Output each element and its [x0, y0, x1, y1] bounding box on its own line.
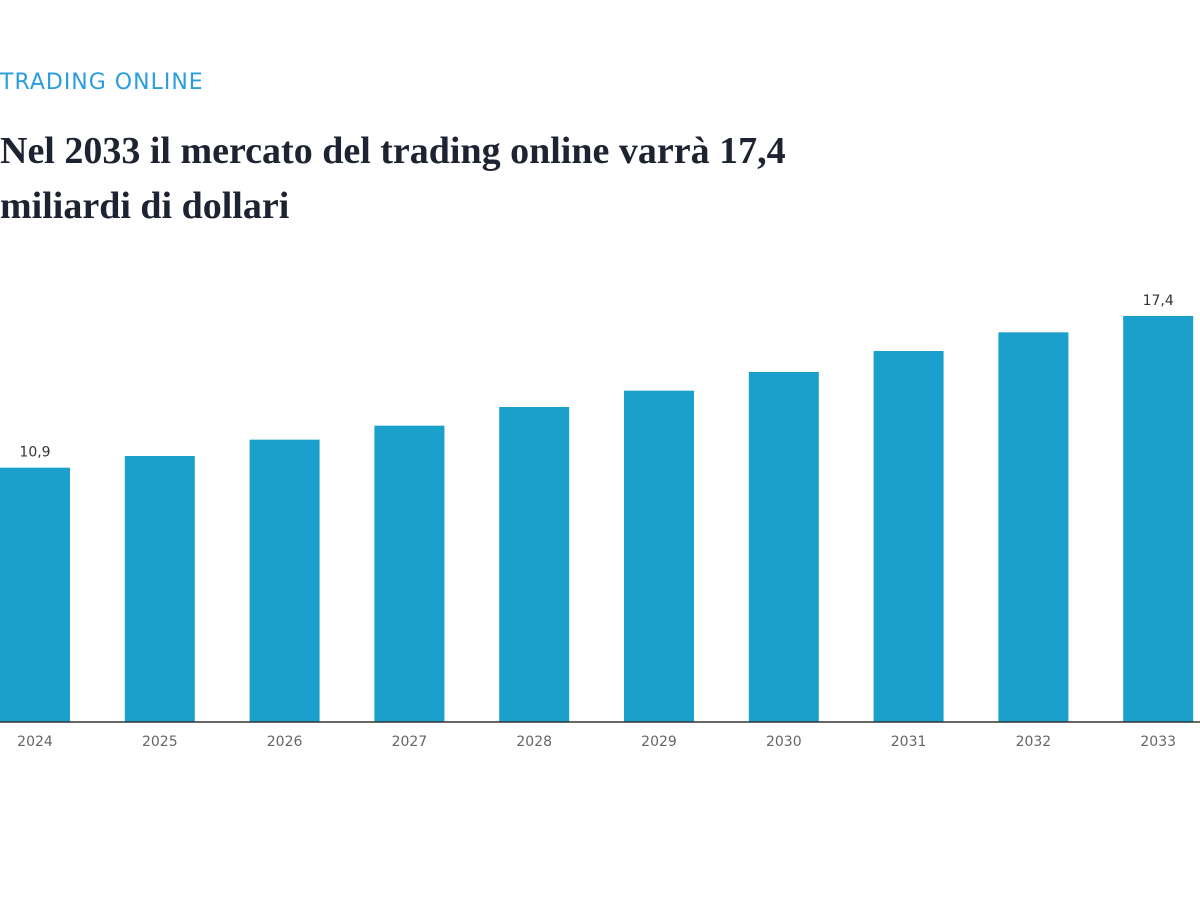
bar [249, 439, 320, 722]
bar [1123, 316, 1194, 722]
bar [873, 351, 944, 722]
x-tick-label: 2027 [392, 734, 428, 750]
x-tick-label: 2030 [766, 734, 802, 750]
x-tick-label: 2028 [516, 734, 552, 750]
kicker: TRADING ONLINE [0, 70, 204, 95]
bar [499, 407, 570, 722]
x-tick-label: 2025 [142, 734, 178, 750]
x-tick-label: 2024 [17, 734, 53, 750]
bar [624, 390, 694, 722]
value-label: 10,9 [19, 445, 50, 461]
bar [374, 425, 445, 722]
bar [998, 332, 1069, 722]
x-tick-label: 2029 [641, 734, 677, 750]
x-tick-label: 2033 [1140, 734, 1176, 750]
bar [124, 456, 195, 722]
chart-title: Nel 2033 il mercato del trading online v… [0, 130, 786, 227]
x-tick-label: 2026 [267, 734, 303, 750]
x-tick-label: 2032 [1016, 734, 1052, 750]
bar [748, 372, 819, 722]
value-label: 17,4 [1143, 293, 1174, 309]
bar [0, 467, 70, 722]
x-tick-label: 2031 [891, 734, 927, 750]
